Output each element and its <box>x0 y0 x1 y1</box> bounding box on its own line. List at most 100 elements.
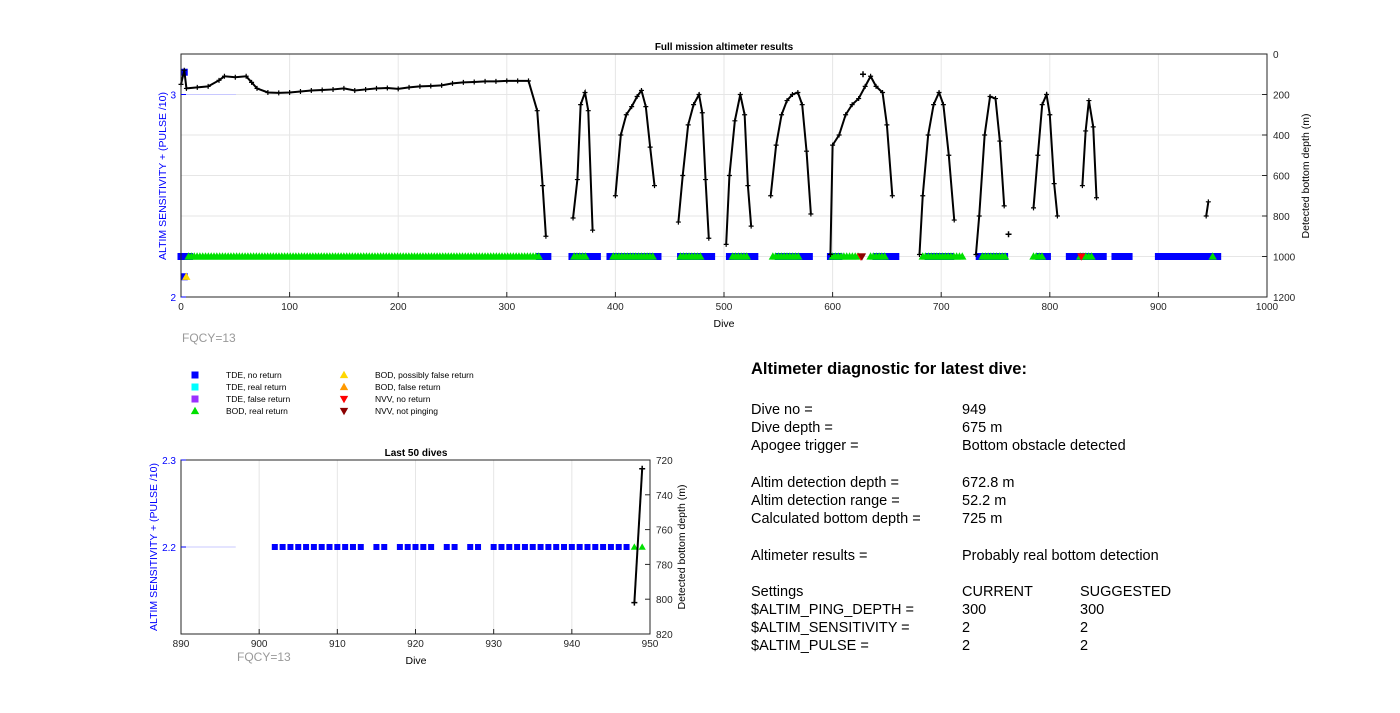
bottom-depth-point <box>784 98 790 104</box>
bottom-depth-point <box>920 193 926 199</box>
bottom-depth-point <box>590 227 596 233</box>
status-marker <box>742 252 752 260</box>
last-50-dives-chart: Last 50 dives 890 900 910 920 930 940 950 720 74… <box>148 448 688 667</box>
bottom-depth-point <box>706 235 712 241</box>
status-marker <box>1208 252 1217 260</box>
bottom-depth-point <box>748 223 754 229</box>
bottom-depth-point <box>993 96 998 102</box>
bottom-depth-point <box>931 102 937 108</box>
bottom-depth-point <box>406 84 412 90</box>
status-marker <box>708 253 716 260</box>
bottom-depth-point <box>1203 213 1209 219</box>
x-tick-label: 800 <box>1041 302 1058 313</box>
value-marker <box>428 544 435 550</box>
bottom-depth-point <box>795 89 801 95</box>
detection-depth-row: Altim detection depth = 672.8 m <box>751 474 1311 492</box>
bottom-depth-point <box>880 89 886 95</box>
pulse-row: $ALTIM_PULSE = 2 2 <box>751 637 1311 655</box>
results-label: Altimeter results = <box>751 547 868 564</box>
apogee-label: Apogee trigger = <box>751 438 859 455</box>
bottom-depth-point <box>254 85 260 91</box>
bottom-depth-point <box>543 233 549 239</box>
y-right-tick-label: 720 <box>656 456 673 467</box>
pulse-suggested: 2 <box>1080 638 1089 655</box>
detection-range-value: 52.2 m <box>962 492 1007 509</box>
bottom-depth-point <box>742 112 748 118</box>
results-value: Probably real bottom detection <box>962 547 1159 564</box>
value-marker <box>271 544 278 550</box>
bottom-depth-point <box>691 102 697 108</box>
bottom-depth-point <box>789 92 795 97</box>
diagnostic-title: Altimeter diagnostic for latest dive: <box>751 360 1027 378</box>
status-marker <box>1099 253 1107 260</box>
legend-marker <box>191 395 199 403</box>
bottom-depth-point <box>1039 102 1045 108</box>
value-marker <box>576 544 583 550</box>
bottom-depth-point <box>936 89 942 95</box>
bottom-depth-point <box>585 108 591 114</box>
ticks: 0 100 200 300 400 500 600 700 800 900 1000 0 200 400 6… <box>170 50 1295 313</box>
bottom-depth-point <box>216 77 222 83</box>
bottom-depth-point <box>889 193 895 199</box>
calculated-depth-label: Calculated bottom depth = <box>751 511 921 528</box>
y-right-tick-label: 740 <box>656 491 673 502</box>
bottom-depth-point <box>925 132 931 138</box>
apogee-row: Apogee trigger = Bottom obstacle detected <box>751 437 1311 455</box>
bottom-depth-point <box>287 89 293 95</box>
bottom-depth-line <box>769 91 812 215</box>
sensitivity-suggested: 2 <box>1080 620 1089 637</box>
bottom-depth-line <box>918 89 956 255</box>
value-marker <box>553 544 560 550</box>
bottom-depth-point <box>843 112 849 118</box>
value-marker <box>498 544 505 550</box>
bottom-depth-point <box>249 79 255 85</box>
value-marker <box>404 544 411 550</box>
ping-depth-suggested: 300 <box>1080 602 1105 619</box>
dive-no-row: Dive no = 949 <box>751 401 1311 419</box>
legend-marker <box>339 382 349 391</box>
bottom-depth-point <box>1031 205 1037 211</box>
bottom-depth-point <box>680 173 686 178</box>
chart-title: Full mission altimeter results <box>655 42 794 53</box>
bottom-depth-point <box>1083 128 1089 134</box>
bottom-depth-point <box>534 108 540 114</box>
results-row: Altimeter results = Probably real bottom … <box>751 547 1311 565</box>
bottom-depth-point <box>699 110 705 116</box>
bottom-depth-point <box>836 132 842 138</box>
y-right-tick-label: 0 <box>1273 50 1279 61</box>
bottom-depth-point <box>1079 183 1085 189</box>
y-right-tick-label: 1200 <box>1273 293 1296 304</box>
bottom-depth-point <box>243 73 249 79</box>
legend-marker <box>190 406 200 415</box>
bottom-depth-point <box>395 86 401 92</box>
y-axis-left-label: ALTIM SENSITIVITY + (PULSE /10) <box>148 463 160 631</box>
bottom-depth-point <box>1005 231 1012 238</box>
x-tick-label: 930 <box>485 639 502 650</box>
value-marker <box>334 544 341 550</box>
x-tick-label: 920 <box>407 639 424 650</box>
value-marker <box>623 544 630 550</box>
bottom-depth-point <box>612 193 618 199</box>
value-marker <box>475 544 482 550</box>
value-marker <box>537 544 544 550</box>
legend-marker <box>339 407 349 416</box>
legend-label: TDE, real return <box>226 382 287 392</box>
value-marker <box>467 544 474 550</box>
status-marker <box>696 252 705 260</box>
bottom-depth-point <box>384 85 390 91</box>
x-tick-label: 940 <box>563 639 580 650</box>
y-right-tick-label: 400 <box>1273 131 1290 142</box>
bottom-depth-point <box>862 83 868 89</box>
bottom-depth-point <box>570 215 576 221</box>
bottom-depth-point <box>982 132 988 138</box>
x-tick-label: 700 <box>933 302 950 313</box>
x-tick-label: 900 <box>251 639 268 650</box>
bottom-depth-point <box>951 217 957 223</box>
value-marker <box>615 544 622 550</box>
value-marker <box>357 544 364 550</box>
ping-depth-current: 300 <box>962 602 987 619</box>
y-right-tick-label: 800 <box>1273 212 1290 223</box>
bottom-depth-point <box>1205 199 1211 205</box>
x-axis-label: Dive <box>713 318 734 330</box>
legend-label: TDE, no return <box>226 370 282 380</box>
